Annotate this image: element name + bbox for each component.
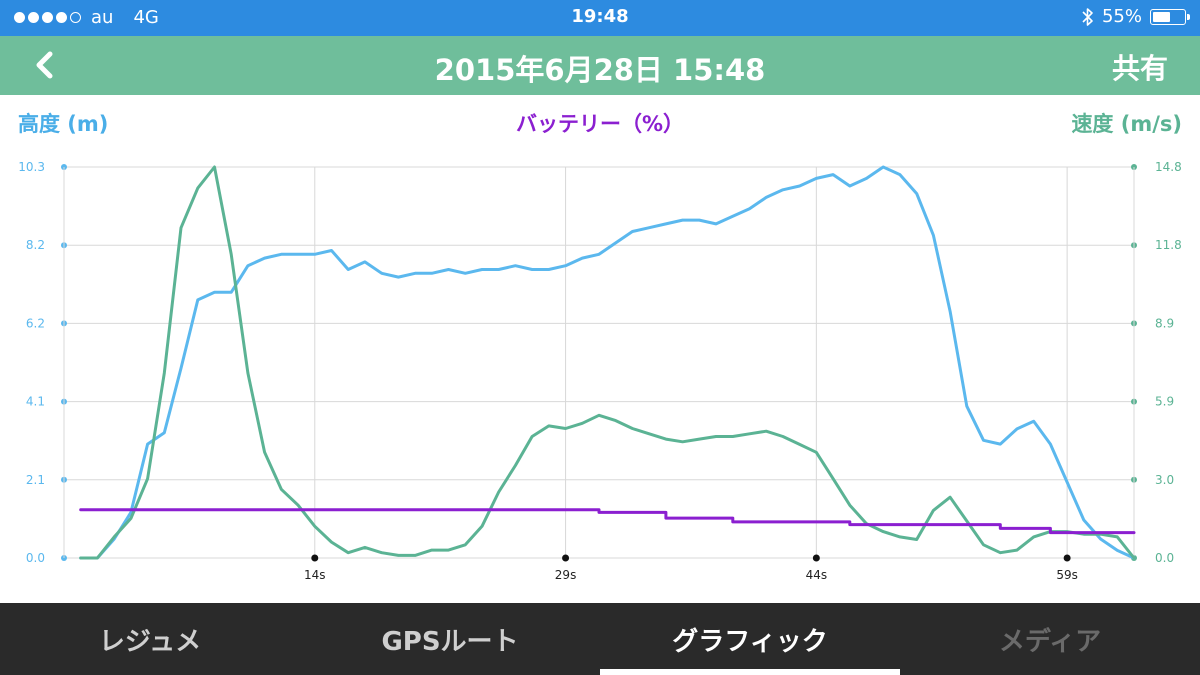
altitude-series-line: [79, 165, 1136, 560]
status-bar: au 4G 19:48 55%: [0, 0, 1200, 36]
x-tick-dot: [562, 554, 570, 562]
x-tick-label: 14s: [304, 568, 326, 582]
x-tick-dot: [812, 554, 820, 562]
tab-bar: レジュメ GPSルート グラフィック メディア: [0, 603, 1200, 675]
battery-icon: [1150, 8, 1190, 25]
x-tick-label: 29s: [555, 568, 577, 582]
x-tick-label: 44s: [806, 568, 828, 582]
y-left-tick-label: 2.1: [26, 473, 45, 487]
status-left: au 4G: [14, 7, 159, 28]
battery-percent: 55%: [1101, 6, 1142, 27]
status-time: 19:48: [571, 6, 629, 27]
carrier-name: au: [91, 7, 114, 28]
y-left-tick-label: 8.2: [26, 238, 45, 252]
y-right-tick-label: 11.8: [1155, 238, 1182, 252]
activity-chart: 0.0 0.0 2.1 3.0 4.1 5.9 6.2 8.9 8.2 11.8 10.3 14.8 1…: [18, 160, 1182, 582]
y-right-tick-label: 5.9: [1155, 395, 1174, 409]
status-right: 55%: [1082, 6, 1190, 27]
x-tick-dot: [1063, 554, 1071, 562]
battery-fill: [1153, 11, 1170, 22]
battery-series-line: [79, 508, 1136, 535]
y-right-tick-label: 0.0: [1155, 551, 1174, 565]
tab-resume[interactable]: レジュメ: [98, 627, 202, 657]
page-title: 2015年6月28日 15:48: [434, 53, 766, 87]
y-left-tick-label: 10.3: [18, 160, 45, 174]
battery-axis-title: バッテリー（%）: [515, 112, 685, 136]
tab-gps-route[interactable]: GPSルート: [381, 627, 519, 657]
x-tick-dot: [311, 554, 319, 562]
tab-media: メディア: [998, 627, 1102, 657]
y-right-tick-label: 14.8: [1155, 160, 1182, 174]
speed-axis-title: 速度 (m/s): [1071, 112, 1182, 136]
tab-graphic[interactable]: グラフィック: [600, 603, 900, 675]
share-button[interactable]: 共有: [1111, 52, 1168, 85]
nav-header: 2015年6月28日 15:48 共有: [0, 36, 1200, 95]
chevron-left-icon[interactable]: [30, 48, 64, 82]
y-left-tick-label: 0.0: [26, 551, 45, 565]
signal-strength-icon: [14, 12, 81, 23]
y-left-tick-label: 4.1: [26, 395, 45, 409]
bluetooth-icon: [1082, 7, 1093, 26]
x-tick-label: 59s: [1056, 568, 1078, 582]
altitude-axis-title: 高度 (m): [18, 112, 109, 136]
y-right-tick-label: 8.9: [1155, 316, 1174, 330]
speed-series-line: [79, 165, 1136, 560]
y-left-tick-label: 6.2: [26, 316, 45, 330]
network-type: 4G: [133, 7, 159, 28]
y-right-tick-label: 3.0: [1155, 473, 1174, 487]
